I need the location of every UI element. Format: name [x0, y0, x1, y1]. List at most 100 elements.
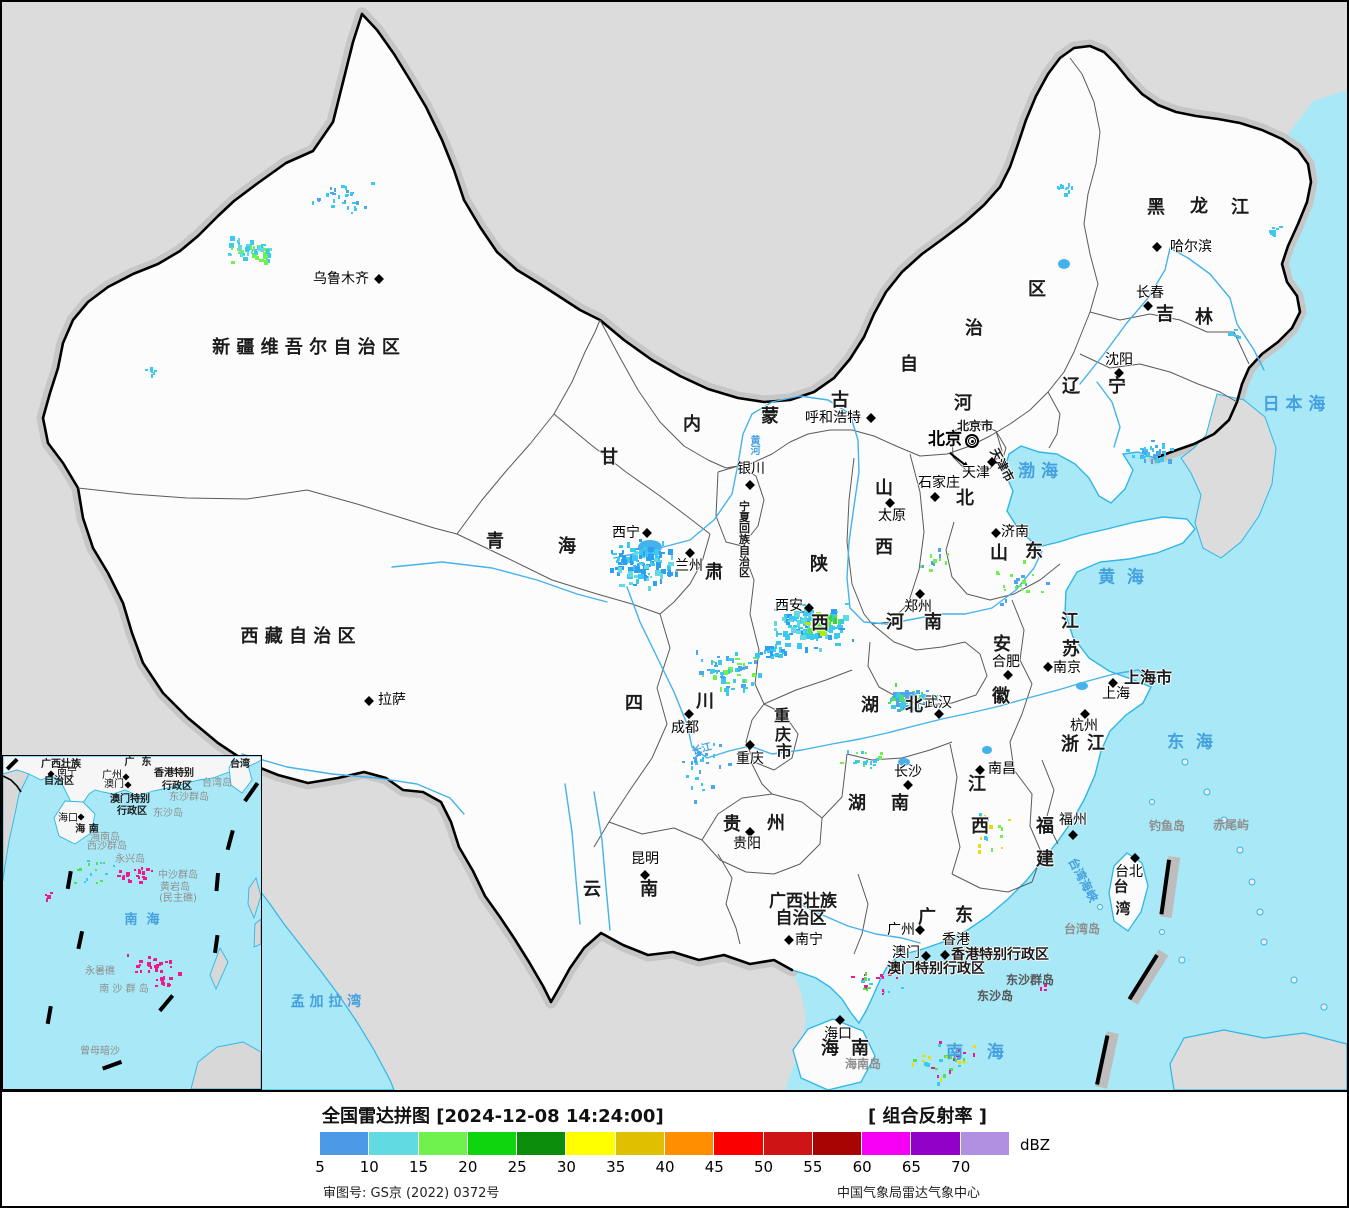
city-marker: [835, 1015, 845, 1025]
radar-echo-dot: [147, 962, 152, 967]
radar-echo-dot: [863, 765, 866, 768]
radar-echo-dot: [639, 538, 643, 542]
radar-echo-dot: [801, 617, 806, 620]
radar-echo-dot: [815, 633, 821, 637]
inset-china-vietnam-border: [3, 775, 22, 793]
radar-echo-dot: [782, 605, 787, 609]
radar-echo-dot: [96, 881, 99, 884]
radar-echo-dot: [895, 976, 898, 979]
radar-echo-dot: [799, 621, 806, 624]
radar-echo-dot: [128, 872, 131, 876]
city-marker: [1152, 242, 1162, 252]
radar-echo-dot: [921, 1055, 926, 1058]
radar-echo-dot: [1008, 819, 1012, 822]
province-label: 海: [821, 1038, 839, 1059]
rivers: [241, 247, 1265, 944]
province-label: 北京市: [956, 419, 994, 433]
radar-echo-dot: [244, 256, 249, 261]
radar-echo-dot: [913, 701, 916, 705]
radar-echo-dot: [924, 1062, 929, 1067]
radar-echo-dot: [643, 547, 648, 551]
radar-echo-dot: [882, 989, 885, 993]
radar-echo-dot: [896, 708, 901, 712]
radar-echo-dot: [629, 581, 634, 585]
radar-echo-dot: [764, 649, 767, 654]
radar-echo-dot: [898, 695, 904, 702]
radar-echo-dot: [860, 750, 864, 754]
radar-echo-dot: [693, 756, 698, 759]
radar-echo-dot: [142, 875, 146, 878]
radar-echo-dot: [701, 782, 704, 786]
radar-echo-dot: [866, 989, 868, 992]
radar-echo-dot: [891, 696, 898, 701]
city-marker: [1130, 853, 1140, 863]
province-label: 北: [956, 488, 974, 509]
radar-echo-dot: [925, 690, 929, 693]
radar-echo-dot: [691, 785, 694, 790]
island-label: 东沙岛: [976, 989, 1014, 1003]
radar-echo-dot: [816, 627, 823, 633]
radar-echo-dot: [957, 1061, 961, 1065]
radar-echo-dot: [95, 861, 98, 865]
radar-echo-dot: [99, 861, 102, 864]
sea-label: 黄 海: [1098, 567, 1144, 588]
radar-echo-dot: [804, 616, 808, 623]
radar-echo-dot: [942, 1073, 946, 1078]
inset-label: 南 沙 群 岛: [99, 984, 149, 995]
radar-echo-dot: [650, 576, 653, 579]
radar-echo-dot: [905, 695, 911, 699]
city-label: 香港: [942, 932, 970, 948]
radar-echo-dot: [668, 561, 675, 566]
radar-echo-dot: [792, 616, 797, 621]
radar-echo-dot: [973, 1044, 977, 1048]
radar-echo-dot: [238, 248, 241, 252]
radar-echo-dot: [1043, 988, 1047, 991]
radar-echo-dot: [730, 669, 733, 673]
radar-echo-dot: [933, 563, 936, 566]
radar-echo-dot: [1278, 226, 1283, 228]
city-label: 武汉: [924, 695, 952, 711]
radar-echo-dot: [716, 670, 719, 674]
radar-echo-dot: [137, 876, 140, 880]
inset-label: 广西壮族: [41, 759, 81, 770]
radar-echo-dot: [713, 743, 716, 746]
radar-echo-dot: [138, 880, 143, 884]
radar-echo-dot: [742, 688, 745, 693]
city-label: 广州: [887, 922, 915, 938]
city-marker: [804, 603, 814, 613]
radar-echo-dot: [813, 646, 818, 649]
radar-echo-dot: [778, 655, 784, 658]
radar-echo-dot: [249, 240, 254, 246]
city-label: 西安: [775, 598, 803, 614]
province-label: 上海市: [1123, 668, 1173, 687]
province-label: 云: [583, 879, 601, 900]
radar-echo-dot: [919, 564, 922, 568]
city-marker: [1143, 301, 1153, 311]
province-label: 自治区: [775, 908, 827, 929]
radar-echo-dot: [708, 695, 713, 699]
province-label: 青: [486, 531, 504, 552]
province-label: 林: [1195, 307, 1213, 328]
radar-echo-dot: [813, 634, 819, 640]
radar-echo-dot: [800, 631, 805, 636]
radar-echo-dot: [364, 205, 367, 209]
radar-echo-dot: [266, 249, 270, 255]
province-label: 建: [1036, 849, 1054, 870]
radar-echo-dot: [909, 701, 913, 705]
radar-echo-dot: [863, 974, 867, 977]
radar-echo-dot: [839, 627, 843, 633]
radar-echo-dot: [1228, 333, 1231, 337]
province-boundaries: [77, 57, 1250, 955]
city-marker: [685, 548, 695, 558]
radar-echo-dot: [254, 255, 259, 260]
city-label: 兰州: [675, 558, 703, 574]
colorbar-tick-label: 40: [655, 1158, 675, 1176]
taiwan-island: [1108, 852, 1149, 932]
radar-echo-dot: [956, 1055, 961, 1058]
city-marker: [784, 935, 794, 945]
city-marker: [374, 274, 384, 284]
sea-label: 孟 加 拉 湾: [290, 994, 362, 1010]
radar-echo-dot: [978, 850, 982, 855]
colorbar-tick-label: 10: [359, 1158, 379, 1176]
radar-echo-dot: [639, 554, 643, 559]
